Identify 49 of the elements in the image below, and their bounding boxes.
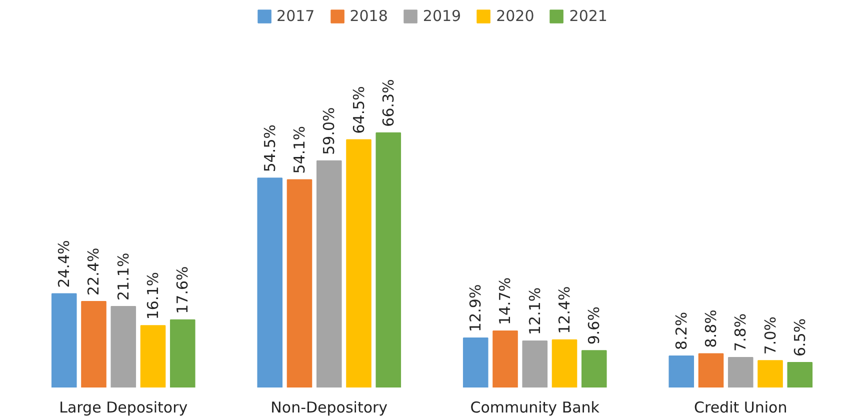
bar [728, 357, 754, 388]
legend-label: 2019 [422, 7, 462, 25]
bar [581, 350, 607, 388]
bar [552, 339, 578, 388]
bar [492, 330, 518, 388]
data-label: 64.5% [350, 86, 368, 134]
data-label: 14.7% [496, 277, 514, 326]
data-label: 12.1% [526, 287, 544, 336]
data-label: 6.5% [790, 318, 809, 357]
bar [51, 293, 77, 388]
bar [376, 132, 402, 388]
data-label: 12.4% [556, 286, 574, 334]
bar [787, 362, 813, 388]
data-label: 17.6% [174, 266, 192, 314]
data-label: 54.5% [260, 124, 279, 172]
bar [462, 337, 488, 388]
bar [110, 306, 136, 388]
data-label: 54.1% [290, 126, 308, 174]
legend-label: 2018 [350, 7, 388, 25]
legend-label: 2021 [569, 7, 608, 25]
bar [286, 179, 312, 388]
bar [140, 325, 166, 388]
bar [170, 319, 196, 388]
data-label: 12.9% [466, 284, 485, 332]
bar [698, 353, 724, 388]
bar [257, 178, 283, 388]
data-label: 21.1% [114, 252, 132, 300]
x-tick-label: Large Depository [59, 398, 188, 416]
bar [668, 356, 694, 388]
x-tick-label: Credit Union [694, 398, 788, 416]
data-label: 8.8% [702, 310, 720, 348]
bar [81, 300, 106, 388]
bar [316, 160, 342, 388]
legend-label: 2017 [276, 7, 315, 25]
bar [758, 360, 783, 388]
data-label: 7.0% [761, 316, 780, 355]
bar [346, 139, 372, 388]
data-label: 22.4% [84, 248, 103, 296]
data-label: 16.1% [144, 272, 162, 320]
x-tick-label: Non-Depository [270, 398, 388, 416]
data-label: 59.0% [320, 107, 338, 155]
data-label: 9.6% [585, 306, 604, 345]
data-label: 24.4% [55, 240, 74, 288]
data-label: 8.2% [672, 312, 690, 350]
data-label: 66.3% [379, 79, 398, 127]
bar [522, 340, 548, 388]
legend-label: 2020 [496, 7, 534, 25]
data-label: 7.8% [732, 313, 750, 352]
x-tick-label: Community Bank [470, 398, 600, 416]
